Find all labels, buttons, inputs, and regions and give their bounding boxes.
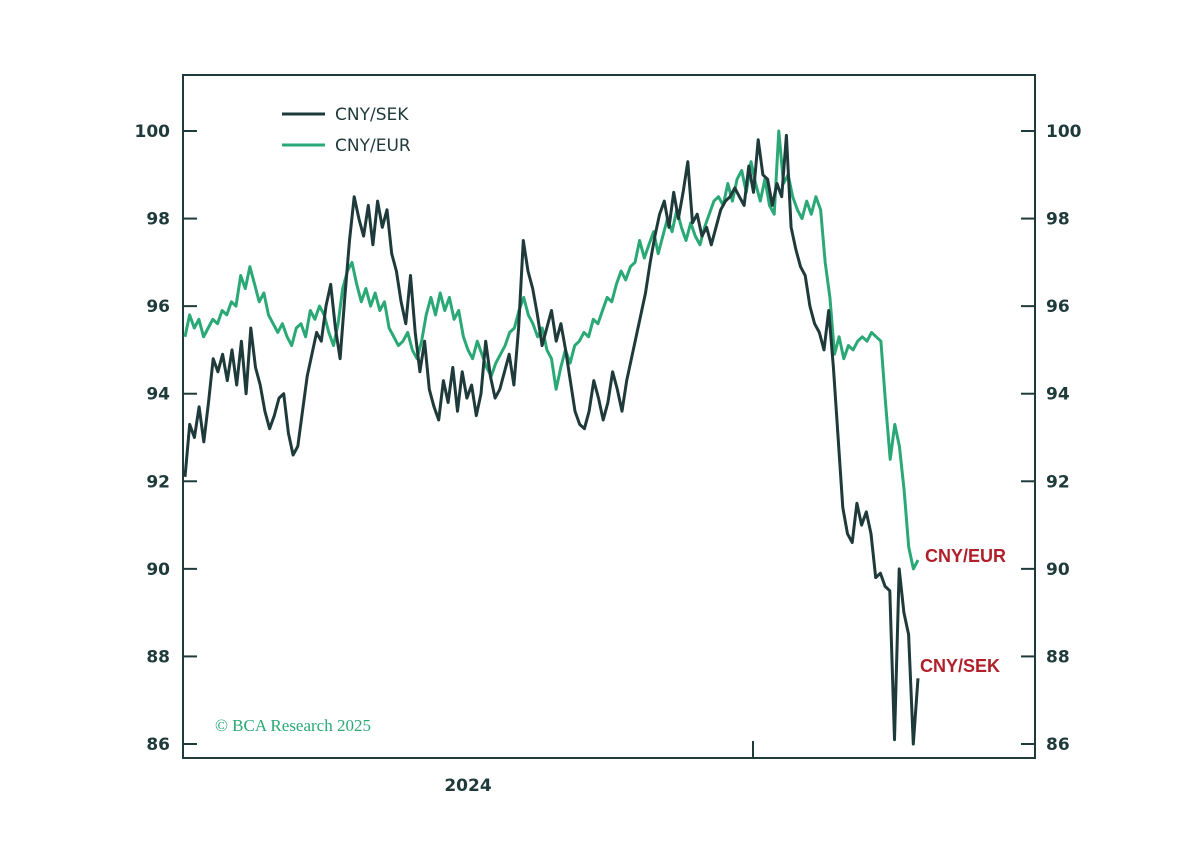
y-tick-label-left: 88 [146,647,170,667]
y-tick-label-left: 94 [146,385,170,405]
y-tick-label-left: 92 [146,472,170,492]
y-tick-label-right: 92 [1046,472,1070,492]
series-line-cny-sek [183,133,920,746]
y-tick-label-left: 90 [146,560,170,580]
legend-label-sek: CNY/SEK [335,105,409,125]
y-tick-label-right: 98 [1046,210,1070,230]
y-tick-label-right: 96 [1046,297,1070,317]
y-tick-label-right: 86 [1046,735,1070,755]
y-tick-label-right: 100 [1046,122,1082,142]
legend-label-eur: CNY/EUR [335,136,411,156]
y-tick-label-left: 86 [146,735,170,755]
plot-frame [182,74,1036,759]
copyright-text: © BCA Research 2025 [215,716,371,735]
y-tick-label-right: 88 [1046,647,1070,667]
left-axis: 86 88 90 92 94 96 98 100 [135,122,197,755]
y-tick-label-right: 90 [1046,560,1070,580]
y-tick-label-left: 96 [146,297,170,317]
end-label-sek: CNY/SEK [920,656,1000,676]
x-tick-label: 2024 [444,776,491,796]
right-axis: 86 88 90 92 94 96 98 100 [1021,122,1082,755]
legend: CNY/SEK CNY/EUR [282,105,411,156]
end-label-eur: CNY/EUR [925,546,1006,566]
y-tick-label-left: 100 [135,122,171,142]
series-line-cny-eur [183,129,920,571]
y-tick-label-right: 94 [1046,385,1070,405]
y-tick-label-left: 98 [146,210,170,230]
series-layer [183,129,920,746]
